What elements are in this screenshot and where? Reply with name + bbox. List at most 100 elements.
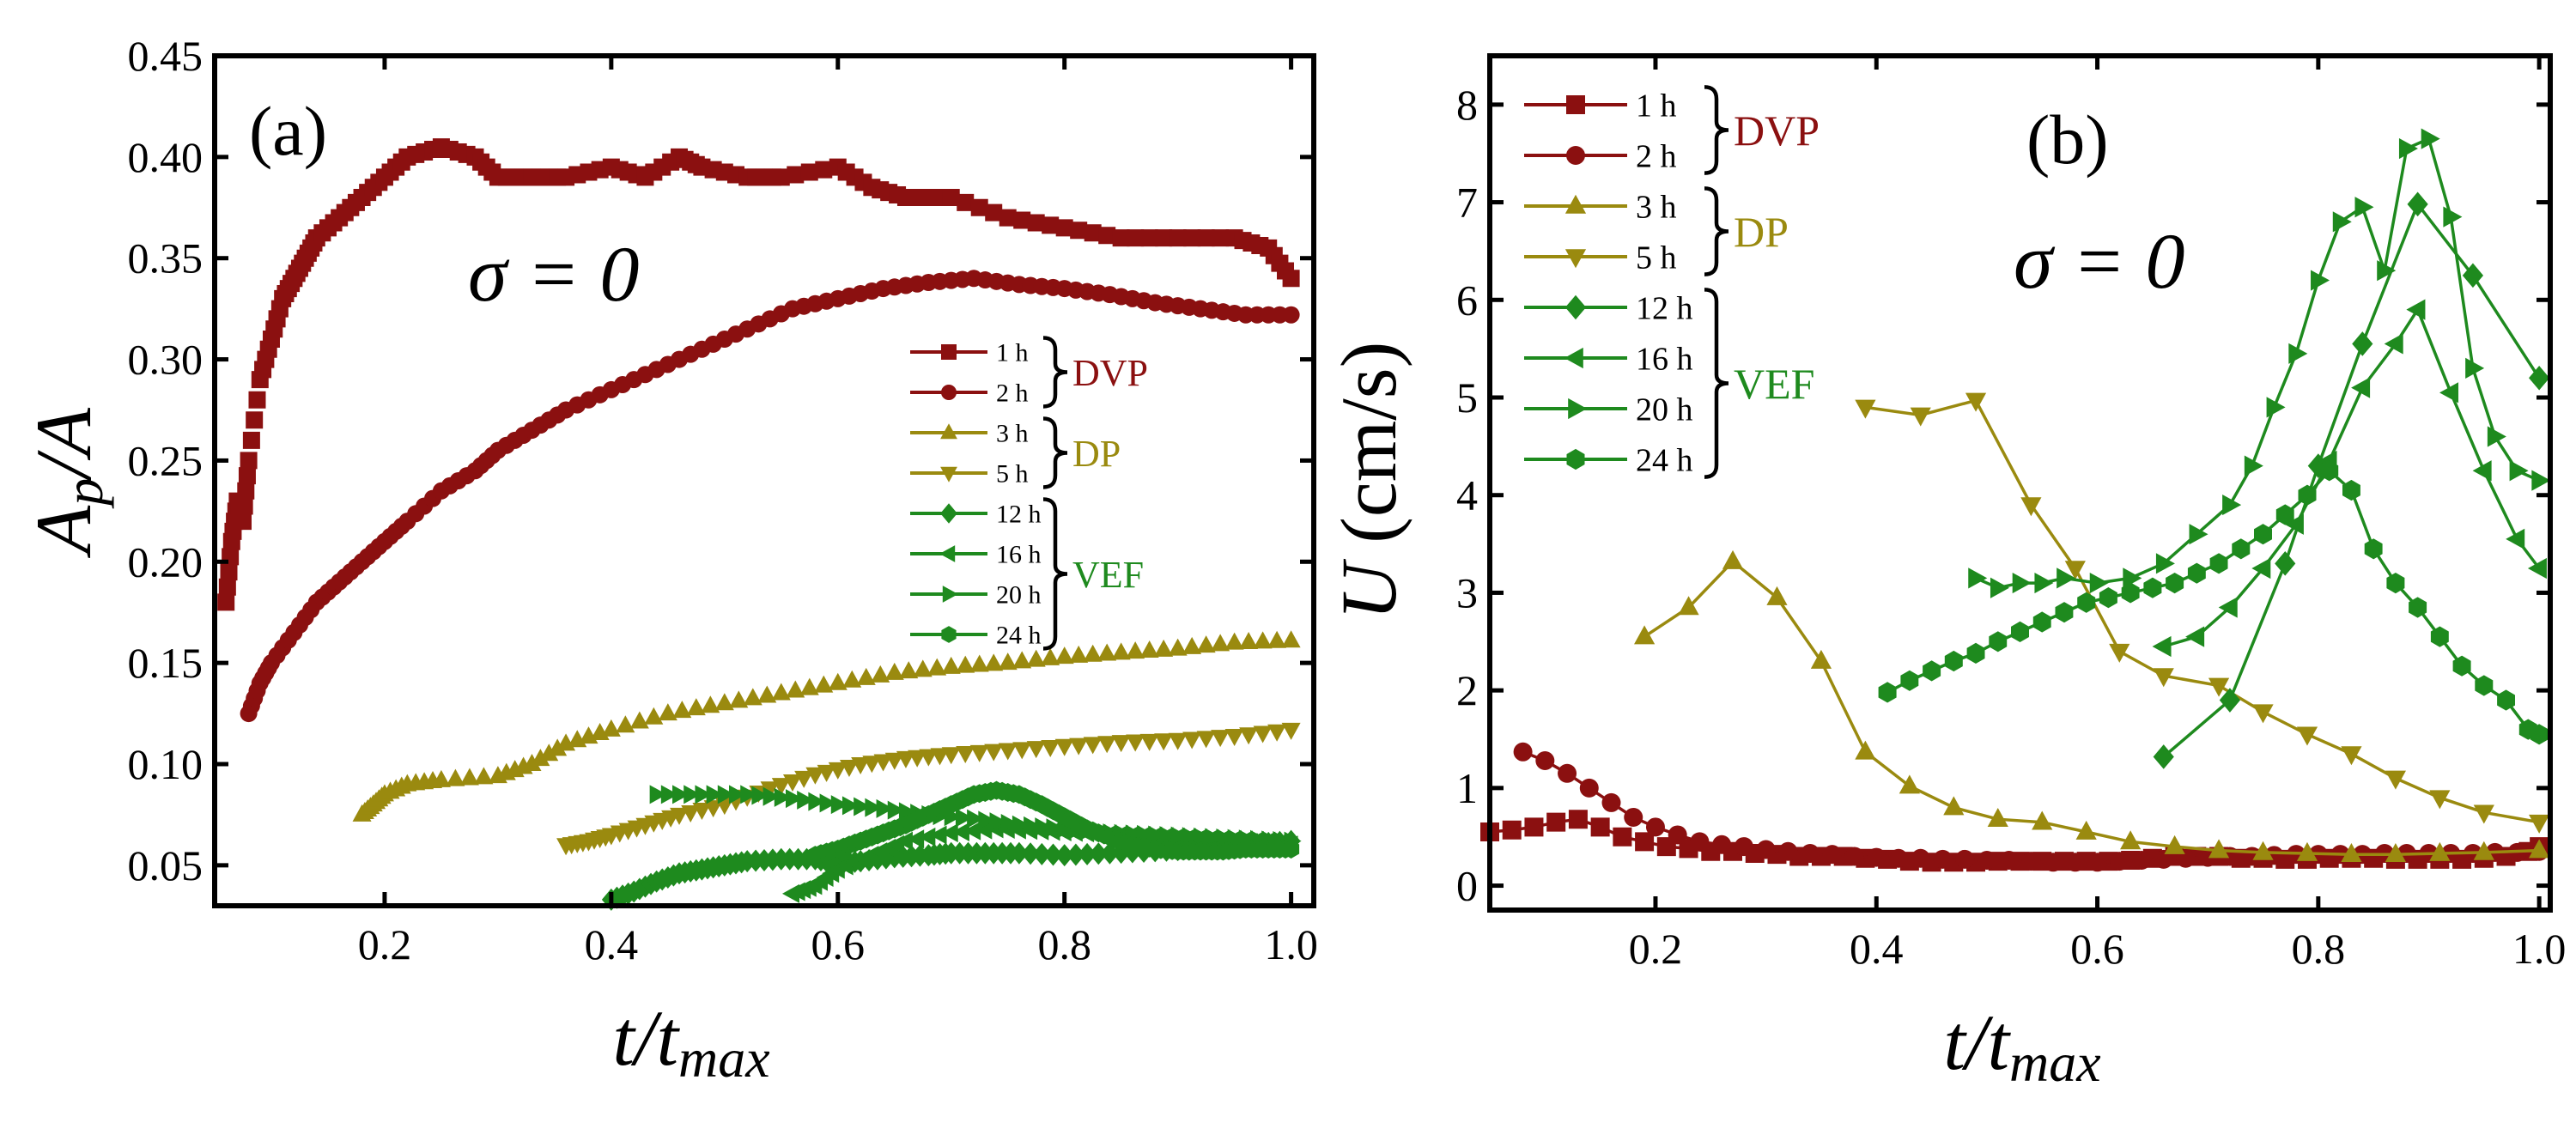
data-point: [787, 166, 805, 184]
data-point: [2352, 331, 2373, 356]
data-point: [1989, 631, 2008, 652]
data-point: [2341, 842, 2362, 862]
data-point: [1170, 826, 1188, 846]
data-point: [2377, 260, 2397, 282]
legend-brace: [1704, 288, 1729, 479]
data-point: [2132, 851, 2152, 871]
data-point: [1224, 632, 1244, 650]
data-point: [2351, 377, 2371, 398]
legend-group-label: DP: [1734, 208, 1789, 256]
data-point: [898, 802, 916, 822]
data-point: [217, 593, 235, 611]
data-point: [2530, 724, 2549, 745]
data-point: [2429, 841, 2451, 861]
x-tick-label: 0.6: [811, 920, 866, 968]
panel-a-legend: 1 h 2 h 3 h 5 h 12 h 16 h 20 h 24 h DVP DP VEF: [910, 336, 1148, 651]
data-point: [1634, 625, 1656, 645]
data-point: [2254, 524, 2272, 545]
data-point: [895, 831, 913, 851]
legend-entry: 16 h: [1524, 341, 1693, 377]
data-point: [984, 744, 1004, 762]
data-point: [729, 785, 747, 804]
panel-b-sigma-annotation: σ = 0: [2014, 217, 2184, 305]
legend-label: 5 h: [996, 460, 1029, 489]
data-point: [1668, 825, 1687, 845]
data-point: [2296, 841, 2318, 861]
data-point: [1645, 817, 1665, 837]
data-point: [884, 662, 904, 680]
data-point: [2311, 270, 2330, 291]
data-point: [2232, 538, 2251, 560]
data-point: [2143, 577, 2162, 598]
data-point: [884, 752, 904, 770]
data-point: [1546, 812, 1566, 832]
data-point: [989, 812, 1007, 832]
data-point: [951, 822, 969, 841]
data-point: [1524, 817, 1544, 837]
series-line: [2162, 201, 2541, 758]
data-point: [1911, 848, 1930, 868]
data-point: [1054, 646, 1074, 665]
data-point: [1041, 647, 1060, 665]
y-tick-label: 0.40: [128, 133, 204, 181]
data-point: [658, 703, 677, 721]
data-point: [1888, 848, 1908, 868]
data-point: [1766, 586, 1788, 605]
data-point: [941, 656, 961, 674]
data-point: [1197, 229, 1215, 247]
panel-b-legend: 1 h 2 h 3 h 5 h 12 h 16 h 20 h 24 h DVP DP VEF: [1524, 85, 1820, 479]
data-point: [238, 467, 256, 485]
data-point: [1098, 227, 1116, 245]
data-point: [956, 655, 975, 673]
data-point: [918, 827, 936, 847]
data-point: [240, 452, 258, 470]
data-point: [2209, 553, 2228, 574]
data-point: [2065, 853, 2085, 872]
legend-entry: 5 h: [1524, 240, 1677, 276]
data-point: [2154, 849, 2173, 869]
data-point: [2075, 820, 2097, 840]
data-point: [701, 695, 720, 713]
data-point: [2342, 479, 2360, 501]
legend-label: 3 h: [1636, 189, 1677, 225]
y-tick-label: 0.20: [128, 537, 204, 586]
data-point: [683, 785, 702, 804]
legend-label: 3 h: [996, 420, 1029, 448]
data-point: [2189, 524, 2208, 545]
data-point: [616, 715, 635, 733]
data-point: [218, 578, 236, 596]
data-point: [2497, 689, 2515, 711]
data-point: [1965, 392, 1987, 412]
legend-label: 12 h: [996, 501, 1042, 529]
legend-group-label: DVP: [1734, 106, 1820, 155]
data-point: [1239, 631, 1259, 649]
data-point: [1966, 642, 1985, 664]
series-24h-panel-b: [1878, 460, 2549, 745]
data-point: [1253, 725, 1273, 744]
data-point: [1923, 660, 1941, 682]
series-2h-panel-a: [240, 270, 1300, 723]
data-point: [2429, 790, 2451, 810]
legend-marker: [941, 626, 957, 643]
data-point: [1069, 737, 1089, 756]
series-20h-panel-b: [1968, 128, 2551, 598]
legend-brace: [1704, 85, 1729, 175]
legend-brace: [1042, 497, 1068, 651]
x-tick-label: 0.8: [1037, 920, 1091, 968]
panel-a-ticks: 0.2 0.4 0.6 0.8 1.0 0.05 0.10 0.15 0.20 0.25 0.30 0…: [128, 32, 1318, 968]
data-point: [757, 685, 777, 703]
data-point: [2354, 197, 2374, 218]
data-point: [1066, 843, 1085, 866]
data-point: [629, 711, 649, 729]
data-point: [2012, 572, 2032, 594]
legend-label: 16 h: [996, 541, 1042, 569]
data-point: [2364, 538, 2383, 560]
data-point: [998, 743, 1018, 761]
legend-marker: [940, 466, 957, 483]
data-point: [839, 759, 859, 777]
data-point: [1267, 630, 1287, 648]
data-point: [970, 198, 988, 216]
data-point: [1041, 739, 1060, 757]
data-point: [794, 770, 814, 788]
